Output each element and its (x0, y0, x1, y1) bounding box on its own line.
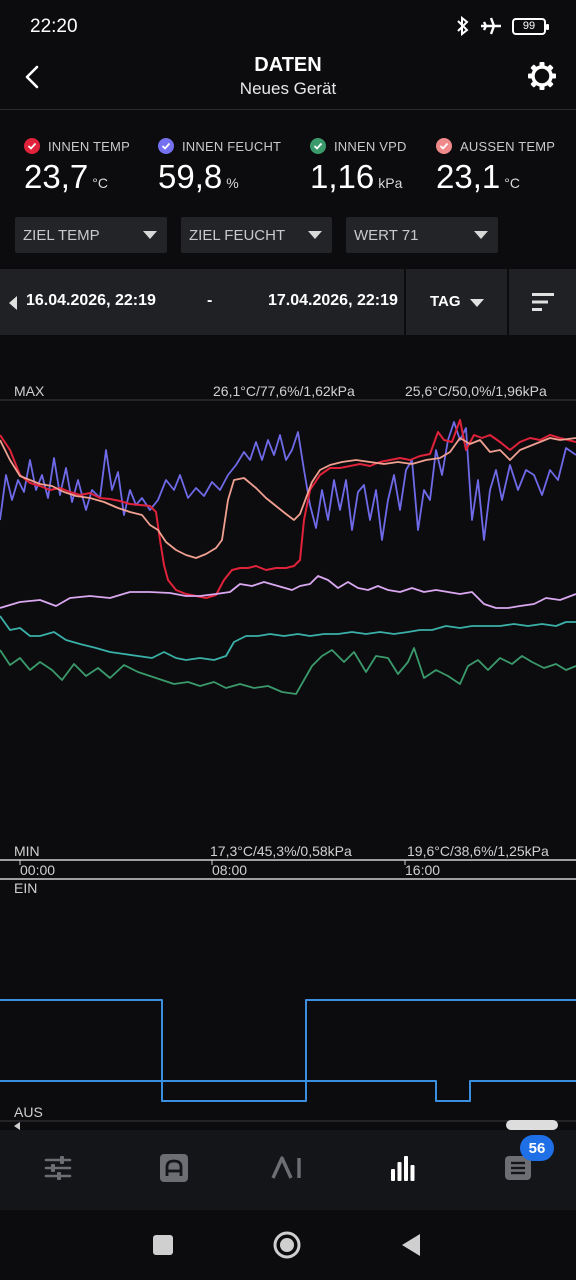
range-separator: - (207, 292, 213, 309)
chart-min-right: 19,6°C/38,6%/1,25kPa (407, 843, 549, 859)
sensor-unit: % (226, 175, 239, 191)
sensor-label: INNEN TEMP (48, 138, 130, 154)
prev-range-icon[interactable] (9, 296, 17, 310)
recents-icon[interactable] (152, 1234, 174, 1256)
chart-max-right: 25,6°C/50,0%/1,96kPa (405, 383, 547, 399)
chart-min-mid: 17,3°C/45,3%/0,58kPa (210, 843, 352, 859)
sensor-innen-vpd[interactable]: INNEN VPD 1,16 kPa (310, 138, 407, 196)
dropdown-label: WERT 71 (354, 226, 419, 244)
sensor-value: 1,16 (310, 158, 375, 195)
sensor-readouts: INNEN TEMP 23,7 °C INNEN FEUCHT 59,8% INN… (0, 138, 576, 208)
ai-icon (271, 1156, 301, 1179)
airplane-icon (481, 17, 501, 35)
page-title: DATEN (254, 54, 322, 76)
chart-min-label: MIN (14, 843, 40, 859)
dropdown-ziel-temp[interactable]: ZIEL TEMP (15, 217, 167, 253)
bluetooth-icon (457, 16, 469, 36)
scroll-thumb (506, 1120, 558, 1130)
x-tick: 08:00 (212, 862, 248, 878)
list-icon (505, 1156, 531, 1180)
chart-max-mid: 26,1°C/77,6%/1,62kPa (213, 383, 355, 399)
series-tuerkis (0, 615, 576, 661)
series-innen-feucht (0, 421, 576, 541)
range-end[interactable]: 17.04.2026, 22:19 (268, 292, 398, 309)
sliders-icon (44, 1156, 72, 1180)
status-icons: 99 (456, 16, 549, 36)
caret-down-icon (143, 231, 157, 239)
check-icon (158, 138, 174, 154)
caret-down-icon (470, 299, 484, 307)
divider (507, 269, 509, 335)
divider (404, 269, 406, 335)
scroll-left-icon (14, 1122, 20, 1130)
sensor-aussen-temp[interactable]: AUSSEN TEMP 23,1 °C (436, 138, 555, 196)
system-nav (0, 1210, 576, 1280)
gear-icon[interactable] (526, 60, 558, 92)
nav-sliders[interactable] (38, 1148, 78, 1188)
period-selector[interactable]: TAG (406, 269, 507, 335)
series-innen-temp (0, 419, 576, 599)
sensor-label: AUSSEN TEMP (460, 138, 556, 154)
caret-down-icon (474, 231, 488, 239)
series-schalt-2 (0, 1080, 576, 1102)
dropdown-ziel-feucht[interactable]: ZIEL FEUCHT (181, 217, 332, 253)
data-chart[interactable] (0, 380, 576, 1130)
device-name: Neues Gerät (239, 79, 337, 98)
x-tick: 00:00 (20, 862, 56, 878)
sensor-value: 23,7 (24, 158, 89, 195)
sensor-unit: kPa (378, 175, 403, 191)
caret-down-icon (308, 231, 322, 239)
check-icon (24, 138, 40, 154)
series-lila (0, 575, 576, 609)
nav-ai[interactable] (268, 1148, 308, 1188)
dropdown-label: ZIEL FEUCHT (189, 226, 286, 244)
status-bar: 22:20 99 (0, 0, 576, 52)
back-icon[interactable] (18, 62, 48, 92)
series-vpd (0, 647, 576, 695)
check-icon (436, 138, 452, 154)
home-icon[interactable] (272, 1230, 302, 1260)
chart-off-label: AUS (14, 1104, 43, 1120)
sensor-innen-temp[interactable]: INNEN TEMP 23,7 °C (24, 138, 130, 196)
check-icon (310, 138, 326, 154)
chart-max-label: MAX (14, 383, 45, 399)
status-time: 22:20 (30, 16, 78, 37)
series-schalt-1 (0, 999, 576, 1102)
sensor-value: 23,1 (436, 158, 501, 195)
sensor-label: INNEN FEUCHT (182, 138, 282, 154)
range-start[interactable]: 16.04.2026, 22:19 (26, 292, 156, 309)
dropdown-wert[interactable]: WERT 71 (346, 217, 498, 253)
nav-chart[interactable] (383, 1148, 423, 1188)
dropdown-label: ZIEL TEMP (23, 226, 100, 244)
sort-icon[interactable] (509, 269, 576, 335)
sensor-innen-feucht[interactable]: INNEN FEUCHT 59,8% (158, 138, 281, 196)
sensor-unit: °C (504, 175, 520, 191)
chart-on-label: EIN (14, 880, 38, 896)
sensor-unit: °C (92, 175, 108, 191)
sensor-label: INNEN VPD (334, 138, 407, 154)
back-nav-icon[interactable] (400, 1232, 422, 1258)
date-range-bar: 16.04.2026, 22:19 - 17.04.2026, 22:19 TA… (0, 269, 576, 335)
sensor-value: 59,8 (158, 158, 223, 195)
bottom-nav (0, 1130, 576, 1210)
nav-device[interactable] (154, 1148, 194, 1188)
chart-icon (391, 1156, 415, 1181)
app-header: DATEN Neues Gerät (0, 52, 576, 110)
series-aussen-temp (0, 437, 576, 559)
period-label: TAG (430, 293, 461, 310)
notification-badge: 56 (520, 1135, 554, 1161)
battery-icon: 99 (512, 17, 549, 35)
x-tick: 16:00 (405, 862, 441, 878)
nav-list[interactable] (498, 1148, 538, 1188)
device-icon (160, 1154, 188, 1182)
